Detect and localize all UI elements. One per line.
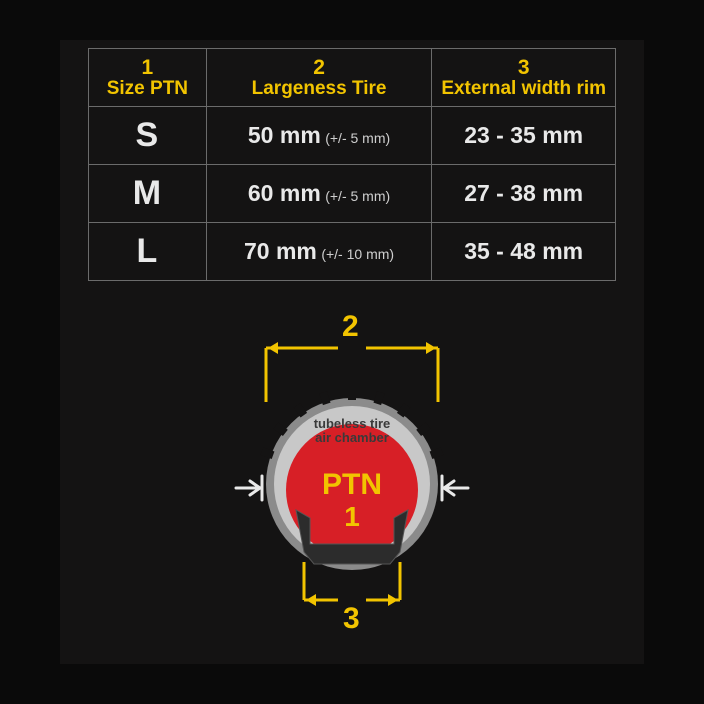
tire-val: 60 mm: [248, 180, 321, 206]
th-tire: 2 Largeness Tire: [206, 49, 432, 107]
tire-val: 70 mm: [244, 238, 317, 264]
tire-diagram: 2 3 tubeless tire air chamber PTN 1: [60, 304, 644, 664]
th-num: 2: [211, 56, 428, 79]
table-row: M 60 mm (+/- 5 mm) 27 - 38 mm: [89, 165, 616, 223]
ptn-sub: 1: [344, 501, 360, 532]
tubeless-l1: tubeless tire: [314, 416, 391, 431]
cell-size: S: [89, 107, 207, 165]
th-num: 1: [93, 56, 202, 79]
cell-size: L: [89, 223, 207, 281]
tire-val: 50 mm: [248, 122, 321, 148]
ptn-main: PTN: [322, 468, 382, 501]
cell-tire: 70 mm (+/- 10 mm): [206, 223, 432, 281]
th-label: Largeness Tire: [211, 79, 428, 100]
th-label: External width rim: [436, 79, 611, 100]
ptn-label: PTN 1: [312, 469, 392, 532]
tire-tol: (+/- 5 mm): [325, 188, 390, 204]
tubeless-label: tubeless tire air chamber: [308, 417, 396, 446]
cell-rim: 23 - 35 mm: [432, 107, 616, 165]
th-label: Size PTN: [93, 79, 202, 100]
dim-3-label: 3: [343, 602, 360, 636]
th-num: 3: [436, 56, 611, 79]
size-table: 1 Size PTN 2 Largeness Tire 3 External w…: [88, 48, 616, 281]
th-size: 1 Size PTN: [89, 49, 207, 107]
table-row: S 50 mm (+/- 5 mm) 23 - 35 mm: [89, 107, 616, 165]
cell-tire: 50 mm (+/- 5 mm): [206, 107, 432, 165]
tubeless-l2: air chamber: [315, 430, 389, 445]
tire-tol: (+/- 5 mm): [325, 130, 390, 146]
info-panel: 1 Size PTN 2 Largeness Tire 3 External w…: [60, 40, 644, 664]
th-rim: 3 External width rim: [432, 49, 616, 107]
cell-tire: 60 mm (+/- 5 mm): [206, 165, 432, 223]
cell-size: M: [89, 165, 207, 223]
cell-rim: 35 - 48 mm: [432, 223, 616, 281]
table-body: S 50 mm (+/- 5 mm) 23 - 35 mm M 60 mm (+…: [89, 107, 616, 281]
tire-tol: (+/- 10 mm): [321, 246, 394, 262]
dim-2-label: 2: [342, 310, 359, 344]
table-row: L 70 mm (+/- 10 mm) 35 - 48 mm: [89, 223, 616, 281]
cell-rim: 27 - 38 mm: [432, 165, 616, 223]
